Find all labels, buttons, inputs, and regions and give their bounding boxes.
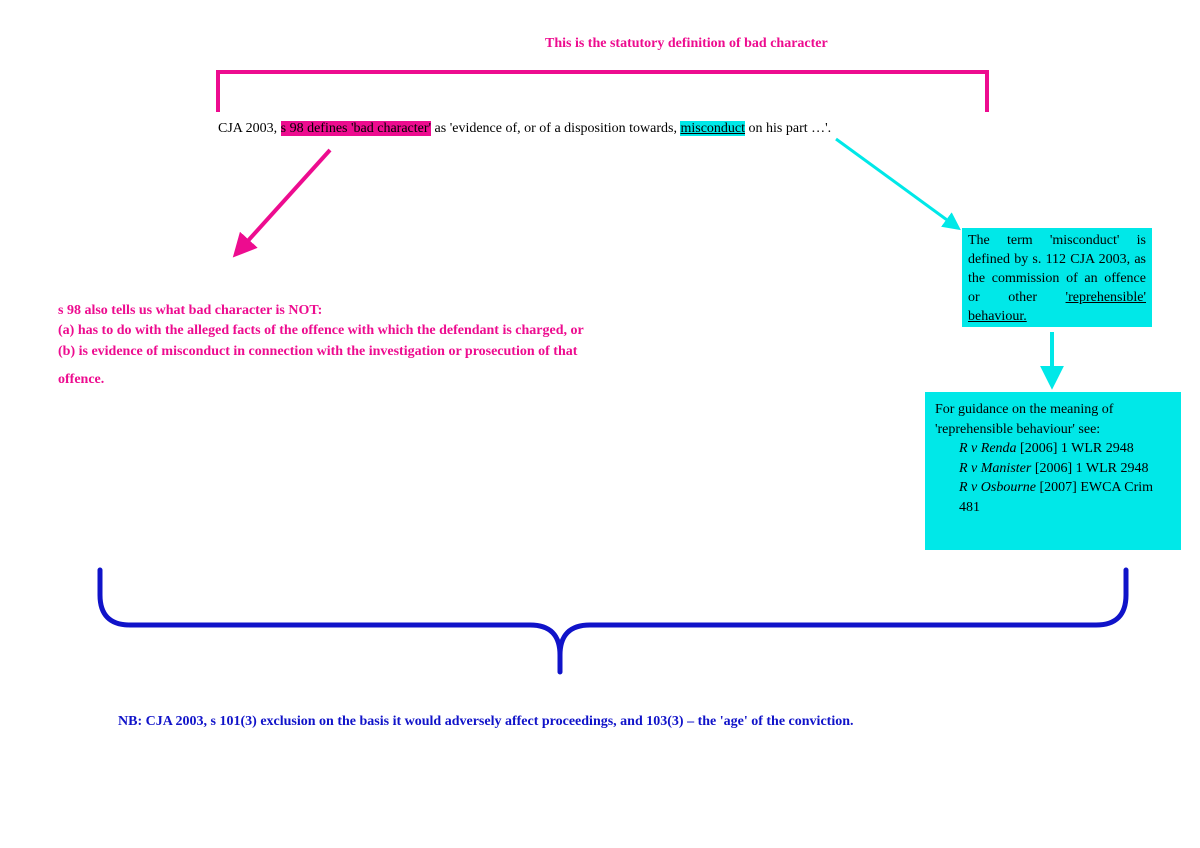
def-highlight-misconduct: misconduct <box>680 121 745 136</box>
misconduct-definition-box: The term 'misconduct' is defined by s. 1… <box>962 228 1152 327</box>
pink-line-4: offence. <box>58 370 828 390</box>
top-bracket <box>218 72 987 112</box>
guidance-intro-2: 'reprehensible behaviour' see: <box>935 420 1171 440</box>
def-prefix: CJA 2003, <box>218 121 281 136</box>
arrow-pink <box>236 150 330 254</box>
case-renda: R v Renda [2006] 1 WLR 2948 <box>959 439 1171 459</box>
pink-line-2: (a) has to do with the alleged facts of … <box>58 321 828 341</box>
definition-line: CJA 2003, s 98 defines 'bad character' a… <box>218 121 831 137</box>
pink-line-1: s 98 also tells us what bad character is… <box>58 301 828 321</box>
s98-not-paragraph: s 98 also tells us what bad character is… <box>58 301 828 390</box>
def-mid: as 'evidence of, or of a disposition tow… <box>431 121 680 136</box>
case-osbourne: R v Osbourne [2007] EWCA Crim <box>959 478 1171 498</box>
def-highlight-s98: s 98 defines 'bad character' <box>281 121 431 136</box>
def-suffix: on his part …'. <box>745 121 831 136</box>
guidance-intro-1: For guidance on the meaning of <box>935 400 1171 420</box>
case-osbourne-2: 481 <box>959 498 1171 518</box>
bottom-bracket <box>100 570 1126 672</box>
case-manister: R v Manister [2006] 1 WLR 2948 <box>959 459 1171 479</box>
title-text: This is the statutory definition of bad … <box>545 36 828 52</box>
pink-line-3: (b) is evidence of misconduct in connect… <box>58 342 828 362</box>
arrow-cyan <box>836 139 958 228</box>
reprehensible-guidance-box: For guidance on the meaning of 'reprehen… <box>925 392 1181 550</box>
nb-line: NB: CJA 2003, s 101(3) exclusion on the … <box>118 714 854 730</box>
